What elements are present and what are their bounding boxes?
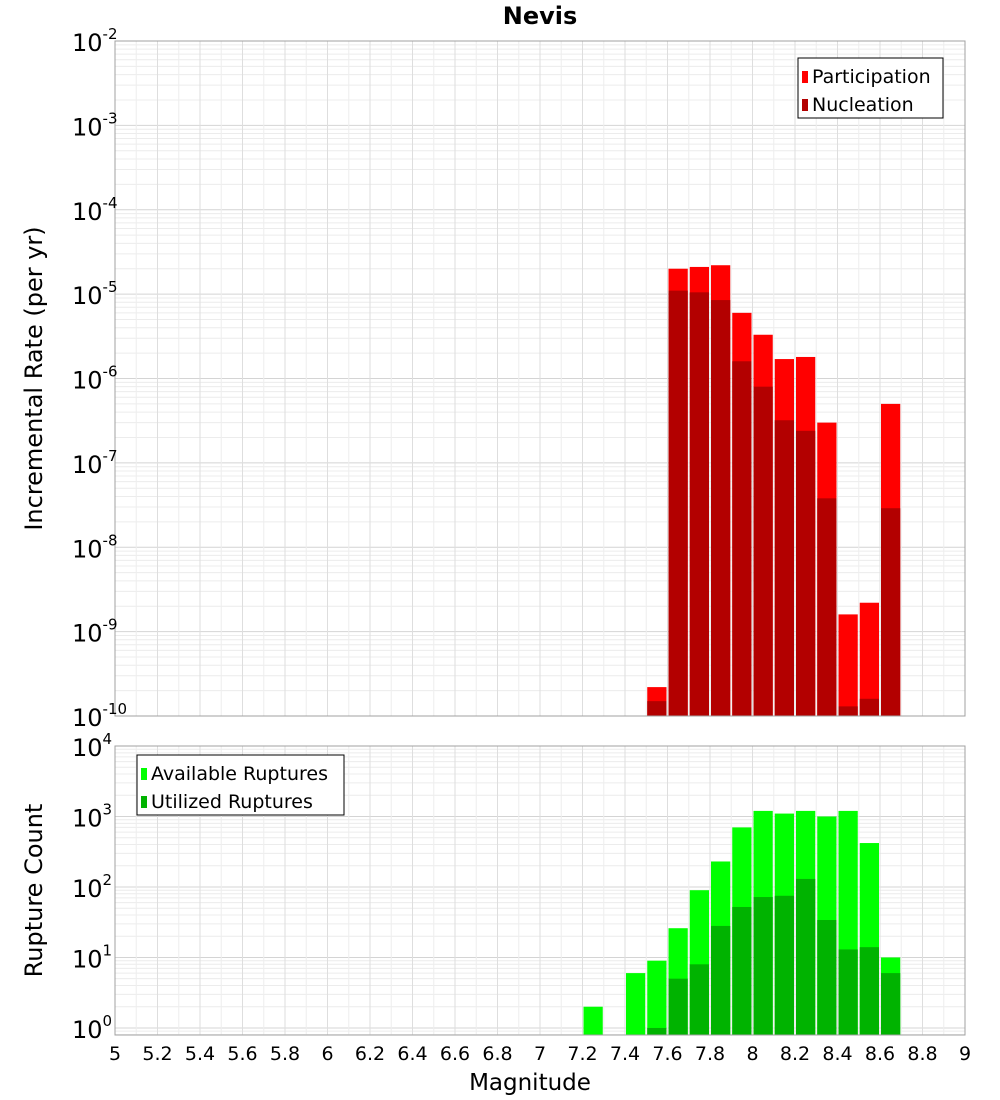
y-axis-title: Rupture Count [20,804,48,978]
bar-nucleation-7.5 [647,701,667,716]
y-axis-title: Incremental Rate (per yr) [20,226,48,530]
x-tick-label: 7.2 [567,1043,597,1065]
bar-utilized-ruptures-8.1 [774,895,794,1035]
y-tick-label: 10-3 [72,109,118,141]
bar-utilized-ruptures-8.2 [796,878,816,1035]
bar-available-ruptures-7.5 [647,960,667,1035]
bar-utilized-ruptures-8.6 [881,973,901,1035]
y-tick-label: 10-10 [72,700,127,732]
x-tick-label: 8.2 [780,1043,810,1065]
bar-nucleation-8.6 [881,508,901,716]
legend-box [797,57,944,119]
bar-nucleation-8.2 [796,430,816,716]
legend-swatch [802,99,808,111]
y-tick-label: 10-5 [72,278,118,310]
bar-utilized-ruptures-7.6 [668,978,688,1035]
x-tick-label: 8.6 [865,1043,895,1065]
x-tick-label: 6.2 [355,1043,385,1065]
y-tick-label: 101 [72,941,112,973]
bar-nucleation-8 [753,386,773,716]
y-tick-label: 10-9 [72,616,118,648]
bar-nucleation-7.7 [689,292,709,716]
x-tick-label: 5.4 [185,1043,215,1065]
x-axis-title: Magnitude [469,1070,591,1096]
plot-border [114,40,966,717]
x-tick-label: 8.8 [907,1043,937,1065]
x-tick-label: 8 [746,1043,758,1065]
legend-label: Nucleation [812,94,914,116]
bar-nucleation-7.9 [732,361,752,716]
y-tick-label: 104 [72,730,112,762]
y-tick-label: 100 [72,1012,112,1044]
bar-utilized-ruptures-7.9 [732,906,752,1035]
bar-utilized-ruptures-8.3 [817,920,837,1035]
bar-nucleation-8.1 [774,420,794,716]
bar-utilized-ruptures-8.4 [838,949,858,1035]
x-tick-label: 7.8 [695,1043,725,1065]
x-tick-label: 5 [109,1043,121,1065]
y-tick-label: 103 [72,800,112,832]
legend-label: Participation [812,66,931,88]
bar-participation-8.4 [838,614,858,716]
legend-swatch [141,796,147,808]
x-tick-label: 6 [321,1043,333,1065]
x-tick-label: 8.4 [822,1043,852,1065]
bar-nucleation-8.5 [859,698,879,716]
bar-nucleation-7.6 [668,290,688,716]
bar-nucleation-8.4 [838,706,858,716]
y-tick-label: 10-8 [72,531,118,563]
bar-utilized-ruptures-8 [753,897,773,1035]
y-tick-label: 10-4 [72,194,118,226]
bar-utilized-ruptures-7.7 [689,964,709,1035]
x-tick-label: 6.4 [397,1043,427,1065]
bar-available-ruptures-7.4 [626,973,646,1035]
plot-border [114,745,966,1036]
legend-swatch [141,768,147,780]
x-tick-label: 7 [534,1043,546,1065]
legend-box [136,754,345,816]
legend-swatch [802,71,808,83]
bar-nucleation-7.8 [711,300,731,716]
legend: Participation Nucleation [797,57,944,119]
x-tick-label: 7.6 [652,1043,682,1065]
x-tick-label: 5.8 [270,1043,300,1065]
chart-title: Nevis [503,2,578,30]
legend-label: Utilized Ruptures [151,791,313,813]
legend-label: Available Ruptures [151,763,328,785]
bar-utilized-ruptures-7.8 [711,925,731,1035]
y-tick-label: 10-2 [72,25,118,57]
legend: Available Ruptures Utilized Ruptures [136,754,345,816]
x-tick-label: 5.2 [142,1043,172,1065]
x-tick-label: 5.6 [227,1043,257,1065]
x-tick-label: 6.8 [482,1043,512,1065]
bar-utilized-ruptures-7.5 [647,1027,667,1035]
y-tick-label: 10-7 [72,447,118,479]
x-tick-label: 9 [959,1043,971,1065]
bar-available-ruptures-7.2 [583,1006,603,1035]
chart-panel-2: 100 101 102 103 104 Rupture Count Available Ru… [20,730,971,1096]
y-tick-label: 10-6 [72,363,118,395]
x-tick-label: 7.4 [610,1043,640,1065]
chart-panel-1: 10-10 10-9 10-8 10-7 10-6 10-5 10-4 10-3 10-2 Inc… [20,2,966,732]
bar-utilized-ruptures-8.5 [859,947,879,1035]
bar-participation-8.5 [859,602,879,716]
y-tick-label: 102 [72,871,112,903]
x-tick-label: 6.6 [440,1043,470,1065]
bar-nucleation-8.3 [817,498,837,716]
